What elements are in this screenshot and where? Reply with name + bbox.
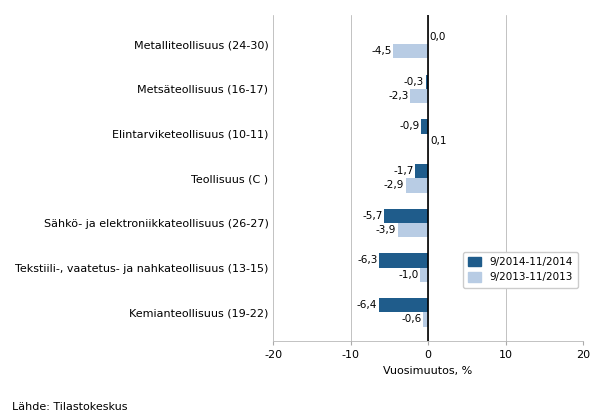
Bar <box>405 178 428 193</box>
Text: -1,0: -1,0 <box>399 270 419 280</box>
Bar <box>421 119 428 134</box>
Text: -0,9: -0,9 <box>399 121 420 131</box>
Text: 0,1: 0,1 <box>430 136 447 146</box>
Bar <box>398 223 428 237</box>
Bar <box>426 74 428 89</box>
Bar <box>393 44 428 58</box>
Text: -6,3: -6,3 <box>358 255 378 265</box>
X-axis label: Vuosimuutos, %: Vuosimuutos, % <box>384 366 473 376</box>
Bar <box>424 312 428 327</box>
Text: -0,3: -0,3 <box>404 77 424 87</box>
Text: -2,3: -2,3 <box>388 91 409 101</box>
Bar <box>379 298 428 312</box>
Text: -2,9: -2,9 <box>384 181 404 191</box>
Text: -1,7: -1,7 <box>393 166 413 176</box>
Bar <box>410 89 428 103</box>
Text: -6,4: -6,4 <box>356 300 377 310</box>
Text: -0,6: -0,6 <box>402 314 422 324</box>
Bar <box>384 208 428 223</box>
Bar <box>415 164 428 178</box>
Text: -4,5: -4,5 <box>371 46 391 56</box>
Text: -3,9: -3,9 <box>376 225 396 235</box>
Text: -5,7: -5,7 <box>362 211 382 221</box>
Text: 0,0: 0,0 <box>430 32 446 42</box>
Bar <box>420 267 428 282</box>
Text: Lähde: Tilastokeskus: Lähde: Tilastokeskus <box>12 402 128 412</box>
Bar <box>428 134 429 148</box>
Legend: 9/2014-11/2014, 9/2013-11/2013: 9/2014-11/2014, 9/2013-11/2013 <box>463 252 578 288</box>
Bar <box>379 253 428 267</box>
